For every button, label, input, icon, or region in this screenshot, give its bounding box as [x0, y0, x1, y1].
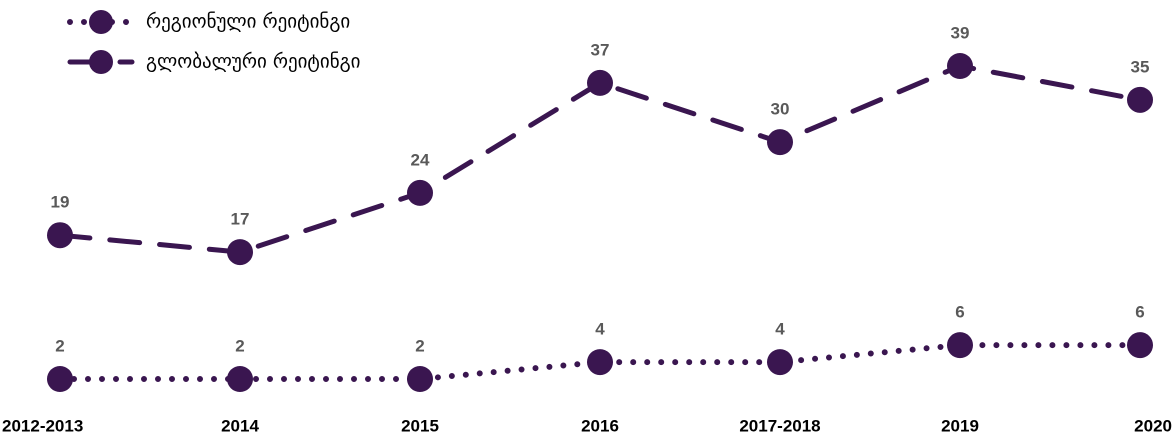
- value-label: 2: [235, 336, 244, 355]
- point: [227, 239, 253, 266]
- x-tick-label: 2017-2018: [739, 416, 820, 435]
- legend-label: გლობალური რეიტინგი: [146, 51, 361, 73]
- point: [947, 332, 973, 359]
- point: [407, 179, 433, 206]
- point: [47, 222, 73, 249]
- point: [227, 366, 253, 392]
- x-tick-label: 2014: [221, 416, 259, 435]
- value-label: 19: [51, 193, 70, 212]
- value-label: 6: [955, 303, 964, 322]
- value-label: 24: [411, 150, 430, 169]
- point: [1127, 86, 1153, 113]
- point: [587, 349, 613, 376]
- value-label: 2: [415, 336, 424, 355]
- value-label: 4: [595, 320, 605, 339]
- point: [587, 69, 613, 96]
- value-label: 35: [1131, 57, 1150, 76]
- x-tick-label: 2015: [401, 416, 439, 435]
- legend-marker: [89, 50, 113, 74]
- legend-marker: [89, 10, 113, 34]
- x-tick-label: 2012-2013: [2, 416, 83, 435]
- value-label: 2: [55, 336, 64, 355]
- point: [767, 129, 793, 156]
- point: [47, 366, 73, 392]
- value-label: 39: [951, 23, 970, 42]
- x-tick-label: 2019: [941, 416, 979, 435]
- value-label: 6: [1135, 303, 1144, 322]
- point: [1127, 332, 1153, 359]
- value-label: 17: [231, 210, 250, 229]
- legend-label: რეგიონული რეიტინგი: [146, 11, 350, 33]
- point: [407, 366, 433, 392]
- value-label: 4: [775, 320, 785, 339]
- point: [947, 53, 973, 79]
- x-tick-label: 2016: [581, 416, 619, 435]
- value-label: 30: [771, 100, 790, 119]
- value-label: 37: [591, 40, 610, 59]
- point: [767, 349, 793, 376]
- x-tick-label: 2020: [1134, 416, 1172, 435]
